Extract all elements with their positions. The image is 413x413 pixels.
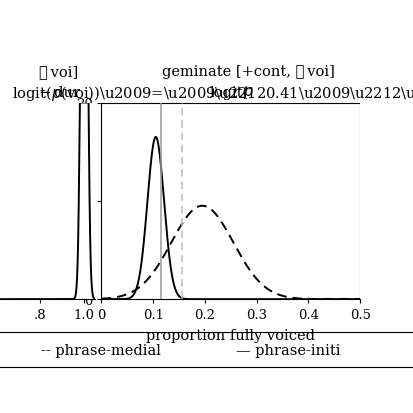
Text: -- phrase-medial: -- phrase-medial: [41, 343, 161, 357]
X-axis label: proportion fully voiced: proportion fully voiced: [146, 328, 315, 342]
Text: logit($p$(voi))\u2009=\u2009\u22120.41\u2009\u2212\u2009dur: logit($p$(voi))\u2009=\u2009\u22120.41\u…: [12, 83, 413, 102]
Text: logit(: logit(: [209, 86, 248, 100]
Text: geminate [+cont, ∅ voi]: geminate [+cont, ∅ voi]: [161, 65, 334, 79]
Text: $p$: $p$: [242, 85, 253, 101]
Text: — phrase-initi: — phrase-initi: [235, 343, 339, 357]
Text: − dur: − dur: [39, 86, 80, 100]
Text: ∅ voi]: ∅ voi]: [39, 65, 78, 79]
